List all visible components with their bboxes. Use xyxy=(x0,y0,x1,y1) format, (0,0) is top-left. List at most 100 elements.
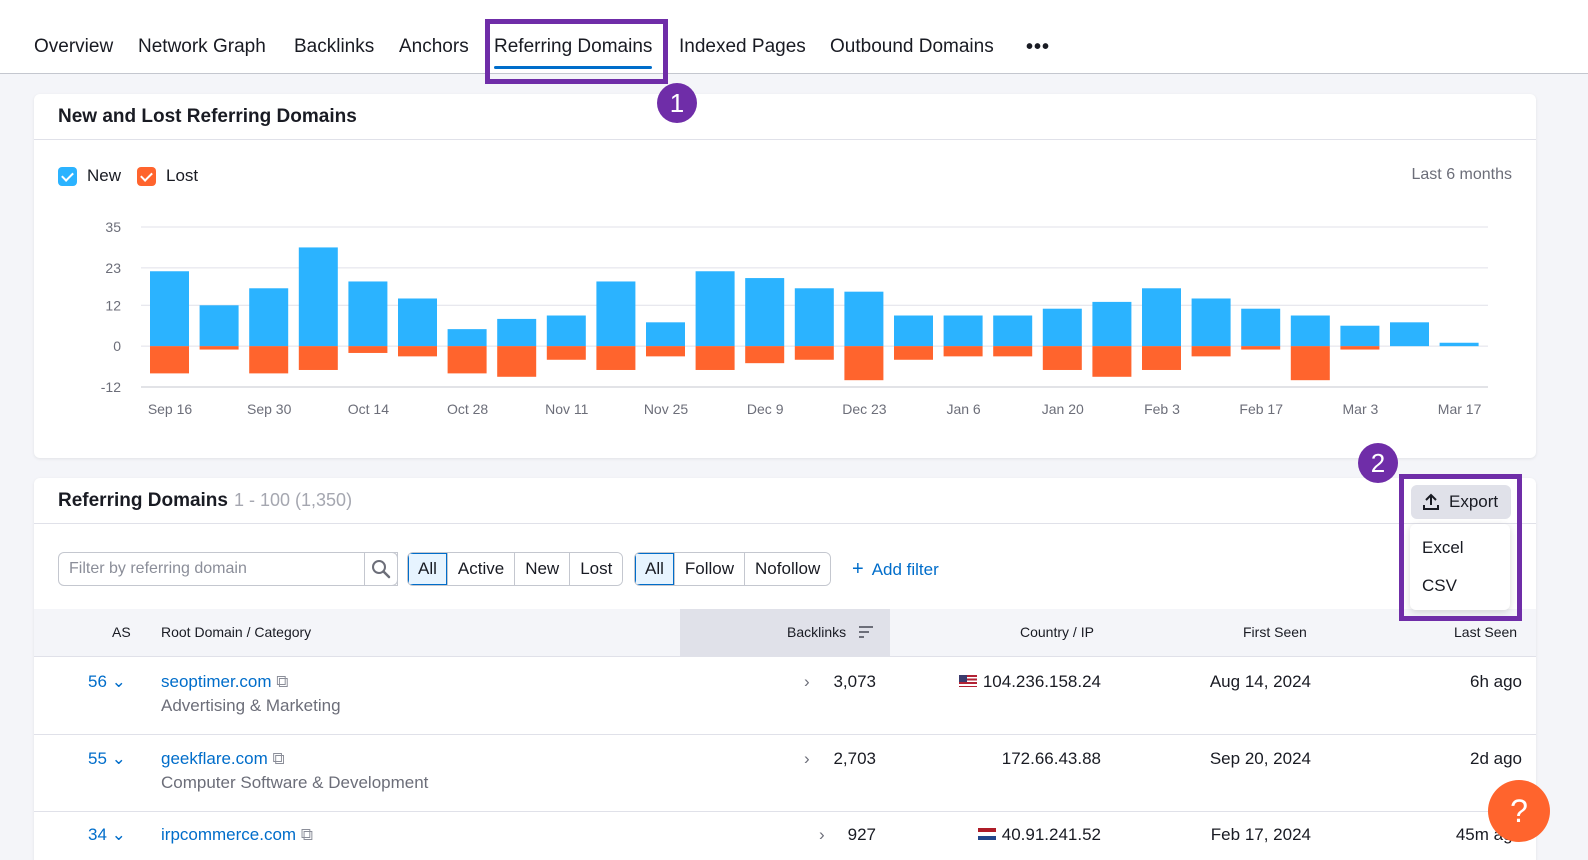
x-tick-label: Jan 20 xyxy=(1042,401,1084,417)
sort-descending-icon[interactable] xyxy=(858,625,874,639)
bar-new xyxy=(298,247,338,347)
column-country-ip[interactable]: Country / IP xyxy=(1020,624,1094,640)
filter-lost[interactable]: Lost xyxy=(570,553,623,585)
x-tick-label: Dec 23 xyxy=(842,401,887,417)
search-icon xyxy=(372,560,391,579)
bar-new xyxy=(348,281,388,347)
result-count: 1 - 100 (1,350) xyxy=(233,490,353,510)
tab-referring-domains[interactable]: Referring Domains xyxy=(494,36,653,69)
bar-lost xyxy=(1042,346,1082,370)
as-value: 56 xyxy=(88,672,107,691)
first-seen: Feb 17, 2024 xyxy=(1210,825,1311,844)
link-type-filter-group: All Follow Nofollow xyxy=(634,552,832,586)
column-last-seen[interactable]: Last Seen xyxy=(1454,624,1518,640)
expand-chevron-icon[interactable]: › xyxy=(804,749,810,768)
domain-text: seoptimer.com xyxy=(161,672,272,691)
tab-anchors[interactable]: Anchors xyxy=(399,36,469,57)
x-tick-label: Sep 30 xyxy=(247,401,292,417)
bar-new xyxy=(249,288,289,347)
tab-backlinks[interactable]: Backlinks xyxy=(294,36,375,57)
bar-new xyxy=(150,271,189,347)
backlinks-count[interactable]: 927 xyxy=(847,825,876,844)
plus-icon: + xyxy=(852,558,864,580)
bar-new xyxy=(199,305,239,347)
export-excel-option[interactable]: Excel xyxy=(1422,538,1464,557)
backlinks-count[interactable]: 2,703 xyxy=(833,749,876,768)
export-button[interactable]: Export xyxy=(1411,485,1511,519)
expand-chevron-icon[interactable]: › xyxy=(819,825,825,844)
more-tabs-icon[interactable]: ••• xyxy=(1026,36,1051,58)
legend-lost-label: Lost xyxy=(166,166,199,185)
column-backlinks[interactable]: Backlinks xyxy=(787,624,847,640)
y-tick-label: 0 xyxy=(113,338,121,354)
domain-filter-input[interactable] xyxy=(58,552,398,586)
sorted-column-bg xyxy=(680,609,890,657)
as-score[interactable]: 55 ⌄ xyxy=(88,749,126,769)
export-csv-option[interactable]: CSV xyxy=(1422,576,1457,595)
chevron-down-icon: ⌄ xyxy=(111,825,126,844)
table-row: 34 ⌄ irpcommerce.com ⧉ › 927 40.91.241.5… xyxy=(34,812,1536,860)
bar-lost xyxy=(1340,346,1380,350)
backlinks-count[interactable]: 3,073 xyxy=(833,672,876,691)
search-button[interactable] xyxy=(364,552,398,586)
legend-new-checkbox[interactable] xyxy=(58,166,77,186)
domain-text: irpcommerce.com xyxy=(161,825,297,844)
bar-lost xyxy=(1241,346,1281,350)
x-tick-label: Mar 3 xyxy=(1343,401,1379,417)
referring-domains-chart: 35 23 12 0 -12 Sep 16 Sep 30 Oct 14 Oct 28 Nov 11… xyxy=(101,219,1488,417)
expand-chevron-icon[interactable]: › xyxy=(804,672,810,691)
y-tick-label: 35 xyxy=(105,219,121,235)
tab-indexed-pages[interactable]: Indexed Pages xyxy=(679,36,806,57)
bar-new xyxy=(398,298,437,347)
chevron-down-icon: ⌄ xyxy=(111,749,126,768)
add-filter-label: Add filter xyxy=(871,560,939,579)
bar-lost xyxy=(894,346,933,360)
bar-new xyxy=(993,315,1033,347)
tab-outbound-domains[interactable]: Outbound Domains xyxy=(830,36,994,57)
filter-all-links[interactable]: All xyxy=(635,553,675,585)
bar-new xyxy=(1191,298,1231,347)
bar-new xyxy=(646,322,685,347)
bar-new xyxy=(794,288,834,347)
external-link-icon[interactable]: ⧉ xyxy=(272,749,285,768)
bar-new xyxy=(1042,308,1082,347)
bar-lost xyxy=(844,346,884,381)
help-button[interactable]: ? xyxy=(1488,780,1550,842)
bar-new xyxy=(497,318,537,347)
column-as[interactable]: AS xyxy=(112,624,131,640)
tab-bar: Overview Network Graph Backlinks Anchors… xyxy=(0,0,1588,74)
external-link-icon[interactable]: ⧉ xyxy=(300,825,313,844)
domain-link[interactable]: irpcommerce.com ⧉ xyxy=(161,825,313,845)
first-seen: Aug 14, 2024 xyxy=(1209,672,1311,691)
domain-link[interactable]: seoptimer.com ⧉ xyxy=(161,672,288,692)
bar-new xyxy=(1439,342,1479,347)
filter-nofollow[interactable]: Nofollow xyxy=(745,553,831,585)
bar-new xyxy=(1241,308,1281,347)
bar-lost xyxy=(298,346,338,370)
table-header: AS Root Domain / Category Backlinks Coun… xyxy=(34,609,1536,657)
column-first-seen[interactable]: First Seen xyxy=(1243,624,1307,640)
domain-category: Computer Software & Development xyxy=(161,773,429,792)
x-tick-label: Dec 9 xyxy=(747,401,784,417)
domain-link[interactable]: geekflare.com ⧉ xyxy=(161,749,285,769)
column-root-domain[interactable]: Root Domain / Category xyxy=(161,624,312,640)
tab-overview[interactable]: Overview xyxy=(34,36,114,57)
as-score[interactable]: 34 ⌄ xyxy=(88,825,126,845)
x-tick-label: Oct 28 xyxy=(447,401,488,417)
add-filter-button[interactable]: + Add filter xyxy=(852,558,939,581)
table-row: 55 ⌄ geekflare.com ⧉ Computer Software &… xyxy=(34,735,1536,812)
legend-lost-checkbox[interactable] xyxy=(137,166,157,186)
bar-lost xyxy=(993,346,1033,357)
bar-lost xyxy=(596,346,636,370)
chart-card-title: New and Lost Referring Domains xyxy=(34,94,1536,140)
external-link-icon[interactable]: ⧉ xyxy=(276,672,289,691)
table-card-title: Referring Domains xyxy=(58,490,228,511)
filter-active[interactable]: Active xyxy=(447,553,516,585)
domain-category: Advertising & Marketing xyxy=(161,696,341,715)
filter-all-status[interactable]: All xyxy=(408,553,448,585)
bar-new xyxy=(1390,322,1429,347)
filter-new[interactable]: New xyxy=(515,553,571,585)
as-score[interactable]: 56 ⌄ xyxy=(88,672,126,692)
tab-network-graph[interactable]: Network Graph xyxy=(138,36,266,57)
filter-follow[interactable]: Follow xyxy=(674,553,746,585)
